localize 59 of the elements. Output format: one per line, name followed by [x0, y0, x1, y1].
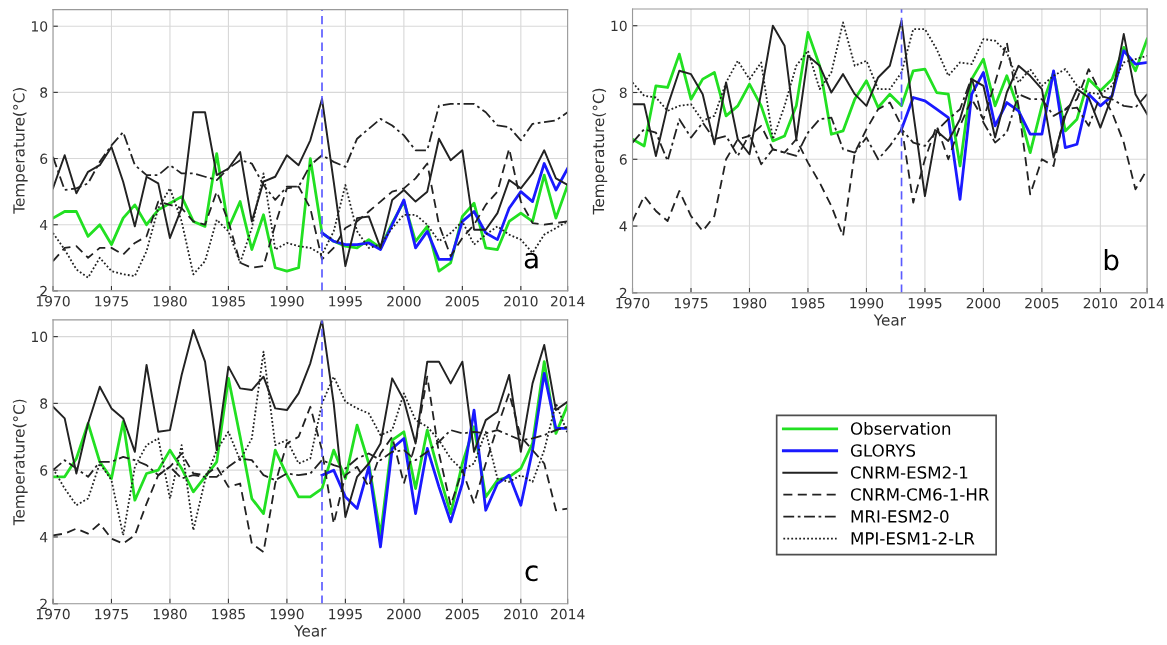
y-tick-label: 4 [39, 219, 48, 230]
y-tick-label: 2 [40, 285, 47, 297]
legend-label: MPI-ESM1-2-LR [851, 532, 975, 545]
y-axis-title: Temperature(°C) [12, 88, 28, 214]
x-tick-label: 1970 [616, 297, 650, 309]
x-tick-label: 1980 [733, 297, 767, 309]
x-tick-label: 1995 [908, 297, 942, 309]
y-tick-label: 10 [31, 21, 48, 32]
x-tick-label: 1995 [329, 296, 362, 307]
x-axis-title: Year [873, 314, 907, 326]
x-tick-label: 1990 [270, 296, 304, 307]
y-tick-label: 8 [619, 87, 627, 98]
x-tick-label: 2010 [504, 608, 538, 620]
y-tick-label: 10 [31, 331, 48, 343]
x-tick-label: 1985 [212, 296, 245, 307]
x-tick-label: 1975 [95, 608, 128, 620]
legend-label: GLORYS [850, 444, 916, 457]
x-tick-label: 1970 [36, 296, 70, 307]
x-tick-label: 2014 [550, 608, 585, 620]
x-tick-label: 1985 [212, 608, 245, 620]
x-tick-label: 2000 [966, 297, 1001, 309]
x-tick-label: 1985 [791, 297, 825, 309]
y-tick-label: 6 [40, 465, 48, 476]
x-tick-label: 1990 [850, 297, 884, 309]
y-tick-label: 8 [40, 398, 48, 409]
x-tick-label: 2000 [387, 296, 421, 307]
x-axis-title: Year [294, 625, 327, 637]
y-tick-label: 4 [619, 221, 627, 232]
x-tick-label: 2005 [1025, 297, 1059, 309]
x-tick-label: 2005 [445, 296, 479, 307]
x-tick-label: 1970 [36, 608, 70, 620]
x-tick-label: 2005 [445, 608, 479, 620]
x-tick-label: 2010 [1083, 297, 1118, 309]
y-tick-label: 6 [40, 153, 48, 165]
legend-label: MRI-ESM2-0 [851, 510, 949, 523]
y-tick-label: 6 [619, 154, 627, 165]
x-tick-label: 1980 [153, 296, 187, 307]
annotation: a [524, 252, 538, 269]
x-tick-label: 1990 [270, 608, 304, 620]
y-tick-label: 2 [40, 598, 47, 609]
y-axis-title: Temperature(°C) [12, 399, 28, 526]
y-tick-label: 4 [39, 532, 48, 543]
y-axis-title: Temperature(°C) [592, 88, 608, 215]
x-tick-label: 2010 [504, 296, 538, 307]
legend-label: CNRM-ESM2-1 [850, 466, 968, 479]
x-tick-label: 1980 [153, 608, 187, 620]
x-tick-label: 1995 [329, 608, 362, 620]
x-tick-label: 1975 [674, 297, 708, 309]
annotation: c [525, 565, 538, 582]
y-tick-label: 2 [619, 287, 627, 299]
x-tick-label: 2000 [387, 608, 421, 620]
x-tick-label: 1975 [95, 296, 128, 307]
x-tick-label: 2014 [1130, 297, 1165, 309]
y-tick-label: 10 [611, 20, 627, 32]
legend-label: CNRM-CM6-1-HR [850, 488, 989, 501]
x-tick-label: 2014 [550, 296, 585, 307]
annotation: b [1104, 248, 1119, 271]
y-tick-label: 8 [40, 87, 48, 98]
legend-label: Observation [850, 421, 951, 435]
